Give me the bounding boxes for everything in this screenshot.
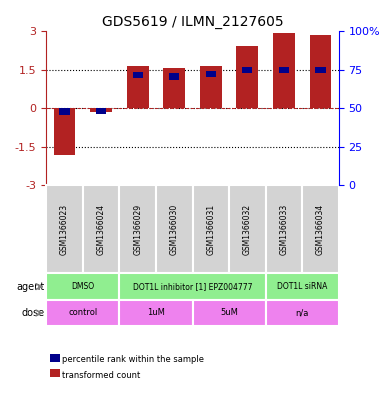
- Bar: [279, 67, 289, 73]
- Text: 1uM: 1uM: [147, 309, 165, 318]
- FancyBboxPatch shape: [119, 300, 192, 326]
- FancyBboxPatch shape: [83, 185, 119, 274]
- FancyBboxPatch shape: [229, 185, 266, 274]
- Text: GSM1366023: GSM1366023: [60, 204, 69, 255]
- FancyBboxPatch shape: [46, 185, 83, 274]
- Bar: [315, 67, 326, 73]
- FancyBboxPatch shape: [119, 274, 266, 300]
- FancyBboxPatch shape: [266, 300, 339, 326]
- Text: GSM1366029: GSM1366029: [133, 204, 142, 255]
- Bar: [90, 108, 112, 112]
- Text: GSM1366034: GSM1366034: [316, 204, 325, 255]
- FancyBboxPatch shape: [192, 300, 266, 326]
- Bar: [59, 108, 70, 115]
- Bar: [273, 33, 295, 108]
- Bar: [206, 71, 216, 77]
- Text: 5uM: 5uM: [220, 309, 238, 318]
- FancyBboxPatch shape: [302, 185, 339, 274]
- Title: GDS5619 / ILMN_2127605: GDS5619 / ILMN_2127605: [102, 15, 283, 29]
- Bar: [132, 72, 143, 78]
- Bar: [96, 108, 106, 114]
- Bar: [127, 66, 149, 108]
- Text: GSM1366024: GSM1366024: [97, 204, 105, 255]
- Text: GSM1366030: GSM1366030: [170, 204, 179, 255]
- Text: GSM1366031: GSM1366031: [206, 204, 215, 255]
- Text: DOT1L inhibitor [1] EPZ004777: DOT1L inhibitor [1] EPZ004777: [133, 282, 252, 291]
- Bar: [236, 46, 258, 108]
- FancyBboxPatch shape: [46, 300, 119, 326]
- Bar: [310, 35, 331, 108]
- Bar: [200, 66, 222, 108]
- Text: GSM1366033: GSM1366033: [280, 204, 288, 255]
- FancyBboxPatch shape: [266, 274, 339, 300]
- FancyBboxPatch shape: [266, 185, 302, 274]
- FancyBboxPatch shape: [119, 185, 156, 274]
- FancyBboxPatch shape: [156, 185, 192, 274]
- Text: transformed count: transformed count: [62, 371, 140, 380]
- Text: percentile rank within the sample: percentile rank within the sample: [62, 355, 204, 364]
- Bar: [163, 68, 185, 108]
- FancyBboxPatch shape: [192, 185, 229, 274]
- Text: DMSO: DMSO: [71, 282, 94, 291]
- Text: n/a: n/a: [296, 309, 309, 318]
- Bar: [169, 73, 179, 79]
- Text: agent: agent: [16, 282, 44, 292]
- Text: GSM1366032: GSM1366032: [243, 204, 252, 255]
- Text: control: control: [68, 309, 97, 318]
- Bar: [54, 108, 75, 154]
- Text: DOT1L siRNA: DOT1L siRNA: [277, 282, 327, 291]
- FancyBboxPatch shape: [46, 274, 119, 300]
- Bar: [242, 67, 253, 73]
- Text: dose: dose: [21, 308, 44, 318]
